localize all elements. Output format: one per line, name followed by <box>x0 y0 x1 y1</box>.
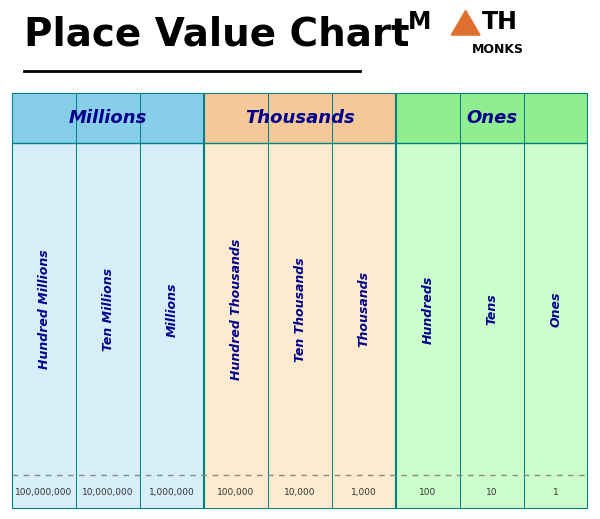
Bar <box>76 475 140 509</box>
Text: Millions: Millions <box>69 110 147 127</box>
Text: Tens: Tens <box>485 293 499 325</box>
Text: 1: 1 <box>553 487 559 497</box>
Text: 100,000,000: 100,000,000 <box>16 487 73 497</box>
Bar <box>204 475 268 509</box>
Text: Hundred Thousands: Hundred Thousands <box>229 239 242 380</box>
Bar <box>396 143 460 475</box>
Text: 100: 100 <box>419 487 437 497</box>
Bar <box>396 93 588 143</box>
Bar <box>204 143 268 475</box>
Bar <box>332 143 396 475</box>
Text: 10,000,000: 10,000,000 <box>82 487 134 497</box>
Polygon shape <box>451 10 480 35</box>
Bar <box>140 475 204 509</box>
Bar <box>268 475 332 509</box>
Text: TH: TH <box>482 10 518 34</box>
Bar <box>12 475 76 509</box>
Text: 1,000: 1,000 <box>351 487 377 497</box>
Bar <box>204 93 396 143</box>
Text: Place Value Chart: Place Value Chart <box>24 16 409 54</box>
Text: Thousands: Thousands <box>358 271 371 347</box>
Text: Ten Thousands: Ten Thousands <box>293 257 307 362</box>
Text: MONKS: MONKS <box>472 43 524 56</box>
Text: 10,000: 10,000 <box>284 487 316 497</box>
Text: Hundreds: Hundreds <box>421 275 434 344</box>
Text: Hundred Millions: Hundred Millions <box>37 250 50 369</box>
Bar <box>12 143 76 475</box>
Bar <box>524 475 588 509</box>
Bar <box>12 93 204 143</box>
Bar <box>332 475 396 509</box>
Bar <box>460 475 524 509</box>
Bar <box>396 475 460 509</box>
Bar <box>140 143 204 475</box>
Text: 10: 10 <box>486 487 498 497</box>
Text: 100,000: 100,000 <box>217 487 254 497</box>
Bar <box>460 143 524 475</box>
Bar <box>268 143 332 475</box>
Text: Thousands: Thousands <box>245 110 355 127</box>
Text: Millions: Millions <box>166 282 179 337</box>
Text: 1,000,000: 1,000,000 <box>149 487 195 497</box>
Text: M: M <box>408 10 431 34</box>
Bar <box>524 143 588 475</box>
Text: Ones: Ones <box>550 292 563 327</box>
Text: Ones: Ones <box>466 110 518 127</box>
Text: Ten Millions: Ten Millions <box>101 268 115 351</box>
Bar <box>76 143 140 475</box>
